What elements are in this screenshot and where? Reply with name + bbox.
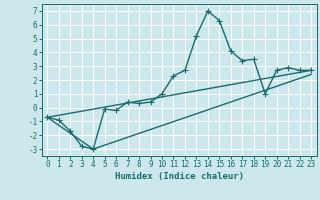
X-axis label: Humidex (Indice chaleur): Humidex (Indice chaleur) xyxy=(115,172,244,181)
